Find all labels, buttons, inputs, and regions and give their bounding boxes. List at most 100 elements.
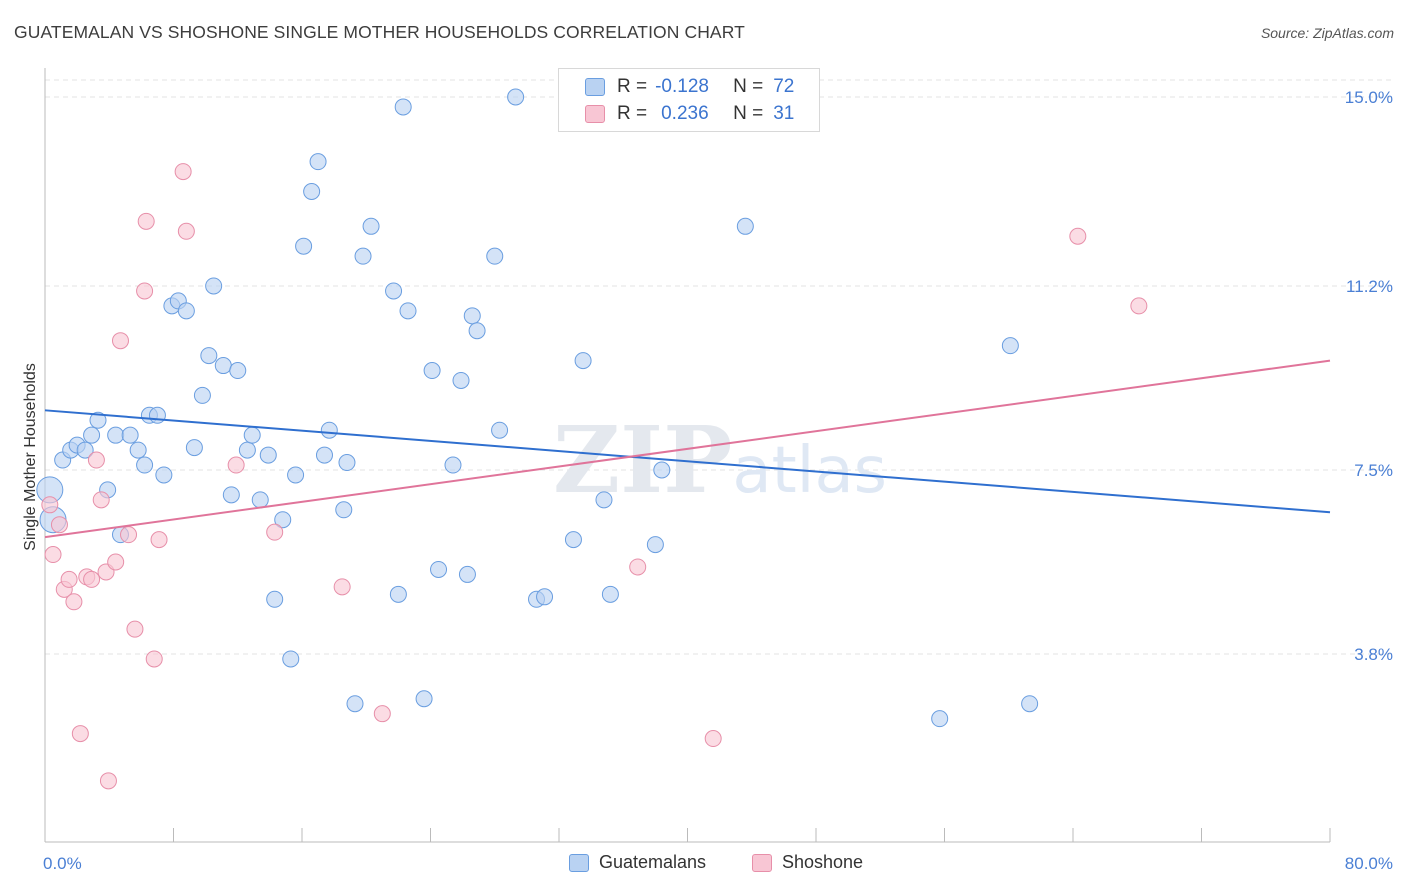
shoshone-point — [71, 725, 89, 743]
shoshone-point — [111, 332, 129, 350]
guatemalans-point — [486, 247, 504, 265]
guatemalans-point — [107, 426, 125, 444]
legend-n-value: 31 — [773, 103, 795, 124]
shoshone-point — [227, 456, 245, 474]
legend-swatch-pink — [585, 105, 605, 123]
guatemalans-point — [136, 456, 154, 474]
guatemalans-point — [736, 217, 754, 235]
shoshone-point — [150, 531, 168, 549]
guatemalans-point — [282, 650, 300, 668]
shoshone-point — [137, 212, 155, 230]
legend-item-guatemalans: Guatemalans — [569, 852, 706, 873]
guatemalans-points — [36, 88, 1039, 728]
shoshone-points — [41, 163, 1148, 790]
shoshone-point — [333, 578, 351, 596]
shoshone-point — [266, 523, 284, 541]
guatemalans-point — [423, 362, 441, 380]
legend-n-value: 72 — [773, 76, 795, 97]
y-tick-label: 3.8% — [1354, 645, 1393, 664]
guatemalans-point — [646, 536, 664, 554]
guatemalans-point — [205, 277, 223, 295]
legend-r-value: 0.236 — [661, 103, 709, 124]
guatemalans-point — [653, 461, 671, 479]
guatemalans-point — [507, 88, 525, 106]
shoshone-point — [120, 526, 138, 544]
guatemalans-point — [468, 322, 486, 340]
shoshone-point — [373, 705, 391, 723]
tick-labels: 3.8% 7.5% 11.2% 15.0% 0.0% 80.0% — [43, 88, 1393, 873]
legend-row-guatemalans: R = -0.128 N = 72 — [559, 73, 794, 101]
shoshone-point — [83, 570, 101, 588]
guatemalans-point — [295, 237, 313, 255]
guatemalans-point — [89, 411, 107, 429]
series-legend: Guatemalans Shoshone — [0, 852, 1406, 876]
legend-r-value: -0.128 — [655, 76, 709, 97]
shoshone-point — [174, 163, 192, 181]
shoshone-point — [99, 772, 117, 790]
guatemalans-point — [129, 441, 147, 459]
shoshone-point — [1130, 297, 1148, 315]
guatemalans-point — [83, 426, 101, 444]
shoshone-point — [107, 553, 125, 571]
guatemalans-point — [931, 710, 949, 728]
guatemalans-point — [320, 421, 338, 439]
guatemalans-point — [1021, 695, 1039, 713]
shoshone-point — [177, 222, 195, 240]
shoshone-point — [92, 491, 110, 509]
shoshone-point — [145, 650, 163, 668]
shoshone-point — [60, 570, 78, 588]
guatemalans-point — [309, 153, 327, 171]
legend-r-label: R = — [617, 103, 648, 124]
guatemalans-point — [121, 426, 139, 444]
guatemalans-point — [76, 441, 94, 459]
guatemalans-point — [574, 352, 592, 370]
guatemalans-point — [148, 406, 166, 424]
guatemalans-point — [601, 585, 619, 603]
y-tick-label: 11.2% — [1346, 277, 1393, 296]
guatemalans-point — [338, 454, 356, 472]
guatemalans-point — [193, 386, 211, 404]
guatemalans-point — [1001, 337, 1019, 355]
guatemalans-point — [200, 347, 218, 365]
shoshone-point — [44, 546, 62, 564]
legend-swatch-pink — [752, 853, 772, 872]
guatemalans-point — [222, 486, 240, 504]
shoshone-point — [50, 516, 68, 534]
guatemalans-point — [214, 357, 232, 375]
trend-lines — [44, 359, 1331, 539]
guatemalans-point — [238, 441, 256, 459]
guatemalans-trend-line — [44, 409, 1331, 514]
y-tick-label: 15.0% — [1345, 88, 1393, 107]
legend-n-label: N = — [733, 103, 764, 124]
guatemalans-point — [430, 560, 448, 578]
guatemalans-point — [415, 690, 433, 708]
guatemalans-point — [259, 446, 277, 464]
y-axis-label: Single Mother Households — [22, 363, 39, 551]
watermark: ZIPatlas — [553, 406, 887, 514]
correlation-legend: R = -0.128 N = 72 R = 0.236 N = 31 — [558, 68, 820, 132]
axes — [44, 68, 1331, 843]
shoshone-trend-line — [44, 359, 1331, 539]
guatemalans-point — [287, 466, 305, 484]
guatemalans-point — [303, 182, 321, 200]
guatemalans-point — [444, 456, 462, 474]
guatemalans-point — [315, 446, 333, 464]
shoshone-point — [1069, 227, 1087, 245]
guatemalans-point — [394, 98, 412, 116]
guatemalans-point — [266, 590, 284, 608]
guatemalans-point — [185, 439, 203, 457]
legend-r-label: R = — [617, 76, 648, 97]
guatemalans-point — [346, 695, 364, 713]
guatemalans-point — [458, 565, 476, 583]
guatemalans-point — [595, 491, 613, 509]
shoshone-point — [87, 451, 105, 469]
guatemalans-point — [177, 302, 195, 320]
x-tick-label: 0.0% — [43, 854, 82, 873]
source-label: Source: ZipAtlas.com — [1260, 25, 1394, 41]
legend-n-label: N = — [733, 76, 764, 97]
guatemalans-point — [389, 585, 407, 603]
shoshone-point — [629, 558, 647, 576]
chart-title: GUATEMALAN VS SHOSHONE SINGLE MOTHER HOU… — [14, 22, 745, 42]
guatemalans-point — [155, 466, 173, 484]
